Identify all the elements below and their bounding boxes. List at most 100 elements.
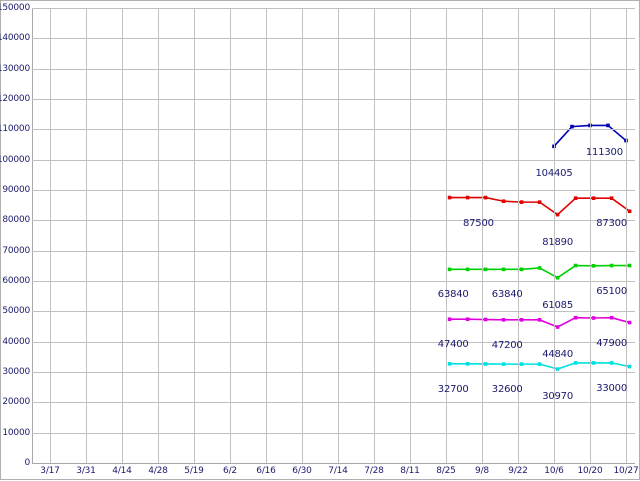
gridline-horizontal [32, 251, 635, 252]
y-tick-label: 100000 [0, 154, 30, 165]
x-tick-label: 7/28 [364, 466, 384, 476]
y-tick-label: 70000 [2, 245, 30, 256]
gridline-vertical [338, 8, 339, 463]
x-tick-label: 6/2 [223, 466, 237, 476]
gridline-horizontal [32, 372, 635, 373]
x-tick-label: 6/16 [256, 466, 276, 476]
y-tick-label: 10000 [2, 427, 30, 438]
y-tick-label: 60000 [2, 276, 30, 286]
gridline-horizontal [32, 69, 635, 70]
green-series-marker [483, 267, 488, 272]
cyan-series-value-label: 32700 [437, 383, 469, 395]
gridline-horizontal [32, 281, 635, 282]
green-series-marker [555, 275, 560, 280]
cyan-series-value-label: 33000 [596, 382, 627, 394]
gridline-vertical [266, 8, 267, 463]
y-tick-label: 140000 [0, 33, 30, 44]
green-series-marker [591, 264, 596, 268]
gridline-vertical [194, 8, 195, 463]
x-tick-label: 4/14 [112, 466, 132, 476]
gridline-horizontal [32, 311, 635, 312]
magenta-series-marker [627, 320, 632, 325]
blue-series-value-label: 111300 [585, 147, 623, 159]
x-tick-label: 10/6 [544, 466, 564, 476]
cyan-series-marker [609, 361, 614, 365]
magenta-series-marker [519, 318, 524, 322]
y-tick-label: 120000 [0, 94, 30, 104]
magenta-series-marker [573, 315, 578, 320]
red-series-marker [519, 200, 524, 204]
x-tick-label: 8/11 [400, 466, 420, 476]
gridline-horizontal [32, 342, 635, 343]
y-tick-label: 30000 [2, 367, 30, 377]
series-layer [447, 123, 632, 371]
cyan-series-marker [537, 362, 542, 366]
cyan-series [447, 361, 632, 371]
x-tick-label: 3/17 [40, 466, 60, 476]
blue-series-value-label: 104405 [535, 168, 573, 180]
gridline-vertical [230, 8, 231, 463]
gridline-vertical [50, 8, 51, 463]
red-series [447, 195, 632, 217]
cyan-series-marker [573, 361, 578, 365]
gridline-vertical [410, 8, 411, 463]
cyan-series-marker [483, 362, 488, 366]
green-series-value-label: 65100 [596, 285, 627, 297]
cyan-series-marker [555, 367, 560, 371]
blue-series-marker [570, 124, 574, 129]
y-tick-label: 90000 [2, 185, 30, 195]
gridline-horizontal [32, 99, 635, 100]
green-series-marker [627, 263, 632, 268]
red-series-marker [609, 196, 614, 200]
red-series-marker [573, 196, 578, 200]
red-series-marker [447, 195, 452, 200]
red-series-marker [501, 199, 506, 204]
gridline-horizontal [32, 38, 635, 39]
cyan-series-marker [627, 364, 632, 369]
magenta-series [447, 315, 632, 329]
x-axis-line [32, 463, 635, 464]
gridline-vertical [122, 8, 123, 463]
magenta-series-marker [555, 325, 560, 329]
red-series-marker [465, 195, 470, 200]
cyan-series-value-label: 30970 [542, 391, 573, 403]
green-series-marker [501, 267, 506, 272]
red-series-value-label: 81890 [542, 236, 573, 248]
gridline-vertical [446, 8, 447, 463]
blue-series-marker [606, 123, 610, 128]
x-tick-label: 8/25 [436, 466, 456, 476]
x-tick-label: 5/19 [184, 466, 204, 476]
magenta-series-value-label: 47200 [491, 339, 523, 351]
x-tick-label: 4/28 [148, 466, 168, 476]
magenta-series-marker [483, 317, 488, 322]
cyan-series-value-label: 32600 [491, 384, 523, 396]
y-tick-label: 40000 [2, 336, 30, 347]
red-series-marker [591, 196, 596, 200]
red-series-marker [537, 200, 542, 204]
y-tick-label: 130000 [0, 63, 30, 74]
gridline-horizontal [32, 160, 635, 161]
y-tick-label: 20000 [2, 397, 30, 408]
green-series-value-label: 61085 [542, 299, 573, 311]
y-tick-label: 50000 [2, 306, 30, 317]
y-tick-label: 110000 [0, 124, 30, 135]
red-series-marker [627, 209, 632, 214]
gridline-vertical [482, 8, 483, 463]
gridline-horizontal [32, 402, 635, 403]
green-series-value-label: 63840 [491, 289, 523, 301]
magenta-series-marker [465, 317, 470, 322]
red-series-value-label: 87500 [462, 217, 494, 229]
gridline-horizontal [32, 433, 635, 434]
green-series-marker [465, 267, 470, 272]
gridline-horizontal [32, 190, 635, 191]
y-tick-label: 150000 [0, 3, 30, 13]
red-series-line [449, 196, 631, 216]
green-series-marker [573, 263, 578, 268]
gridline-vertical [626, 8, 627, 463]
green-series-marker [609, 263, 614, 268]
magenta-series-marker [591, 316, 596, 320]
magenta-series-marker [537, 318, 542, 322]
gridline-horizontal [32, 8, 635, 9]
x-tick-label: 3/31 [76, 466, 96, 476]
